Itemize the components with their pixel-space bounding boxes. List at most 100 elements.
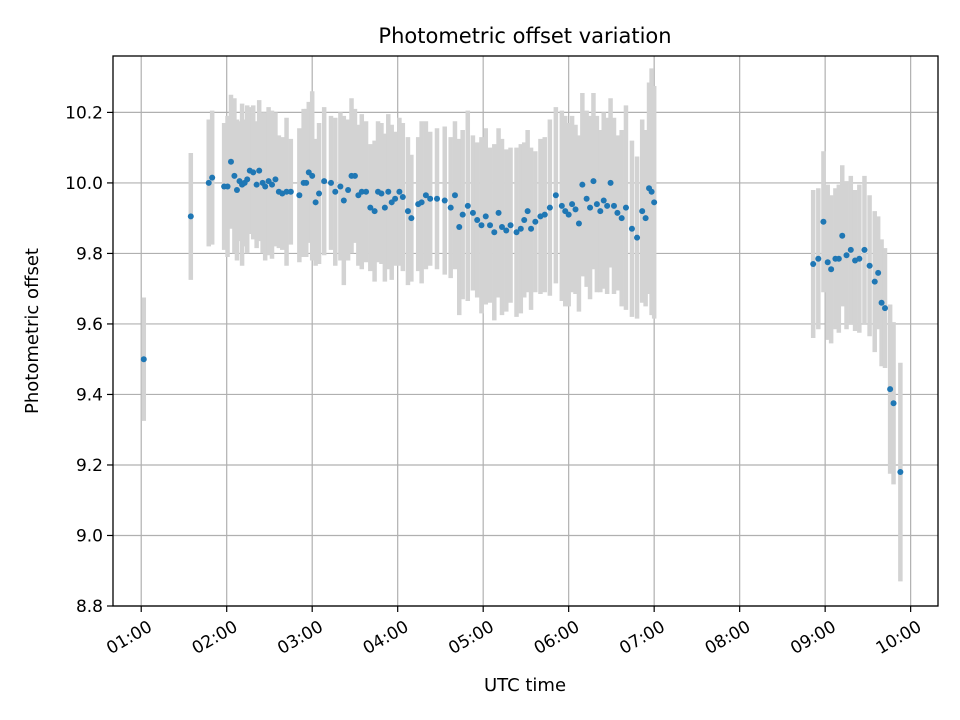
data-point [528, 225, 535, 232]
x-axis-title: UTC time [484, 675, 566, 696]
data-point [600, 197, 607, 204]
y-tick-label: 9.6 [76, 315, 103, 335]
data-point [205, 179, 212, 186]
data-point [824, 259, 831, 266]
data-point [233, 186, 240, 193]
y-tick-label: 9.0 [76, 526, 103, 546]
data-point [866, 262, 873, 269]
data-point [332, 188, 339, 195]
data-point [340, 197, 347, 204]
data-point [250, 169, 257, 176]
data-point [296, 192, 303, 199]
data-point [427, 195, 434, 202]
data-point [253, 181, 260, 188]
data-point [447, 204, 454, 211]
data-point [856, 255, 863, 262]
data-point [399, 194, 406, 201]
data-point [227, 158, 234, 165]
data-point [897, 469, 904, 476]
data-point [565, 211, 572, 218]
chart-title: Photometric offset variation [378, 24, 671, 48]
data-point [634, 234, 641, 241]
data-point [337, 183, 344, 190]
data-point [381, 204, 388, 211]
data-point [371, 208, 378, 215]
data-point [887, 386, 894, 393]
y-tick-label: 10.0 [65, 174, 103, 194]
data-point [209, 174, 216, 181]
data-point [358, 188, 365, 195]
y-tick-label: 10.2 [65, 103, 103, 123]
data-point [303, 179, 310, 186]
data-point [231, 172, 238, 179]
data-point [408, 215, 415, 222]
data-point [546, 204, 553, 211]
data-point [610, 202, 617, 209]
data-point [507, 222, 514, 229]
data-point [583, 195, 590, 202]
data-point [575, 220, 582, 227]
data-point [385, 188, 392, 195]
data-point [456, 223, 463, 230]
data-point [828, 266, 835, 273]
y-tick-label: 9.4 [76, 385, 103, 405]
data-point [618, 215, 625, 222]
data-point [378, 190, 385, 197]
data-point [140, 356, 147, 363]
data-point [478, 222, 485, 229]
data-point [312, 199, 319, 206]
data-point [495, 209, 502, 216]
data-point [875, 269, 882, 276]
data-point [434, 195, 441, 202]
data-point [614, 209, 621, 216]
data-point [890, 400, 897, 407]
y-axis-title: Photometric offset [22, 248, 43, 414]
data-point [607, 179, 614, 186]
data-point [244, 176, 251, 183]
data-point [283, 188, 290, 195]
data-point [552, 192, 559, 199]
data-point [597, 208, 604, 215]
data-point [648, 188, 655, 195]
data-point [491, 229, 498, 236]
data-point [642, 215, 649, 222]
data-point [881, 305, 888, 312]
data-point [839, 232, 846, 239]
data-point [328, 179, 335, 186]
data-point [287, 188, 294, 195]
data-point [871, 278, 878, 285]
data-point [441, 197, 448, 204]
data-point [639, 208, 646, 215]
data-point [815, 255, 822, 262]
data-point [541, 211, 548, 218]
data-point [272, 176, 279, 183]
data-point [513, 229, 520, 236]
data-point [622, 204, 629, 211]
data-point [351, 172, 358, 179]
plot-frame [112, 55, 939, 607]
data-point [321, 178, 328, 185]
data-point [835, 255, 842, 262]
data-point [532, 218, 539, 225]
data-point [587, 204, 594, 211]
data-point [187, 213, 194, 220]
data-point [593, 201, 600, 208]
y-tick-label: 9.8 [76, 244, 103, 264]
data-point [604, 202, 611, 209]
data-point [392, 195, 399, 202]
data-point [451, 192, 458, 199]
data-point [843, 252, 850, 259]
data-point [422, 192, 429, 199]
y-tick-label: 8.8 [76, 597, 103, 617]
data-points [140, 158, 904, 476]
data-point [847, 246, 854, 253]
data-point [469, 209, 476, 216]
data-point [590, 178, 597, 185]
data-point [224, 183, 231, 190]
data-point [367, 204, 374, 211]
data-point [517, 225, 524, 232]
data-point [474, 216, 481, 223]
data-point [482, 213, 489, 220]
data-point [572, 206, 579, 213]
